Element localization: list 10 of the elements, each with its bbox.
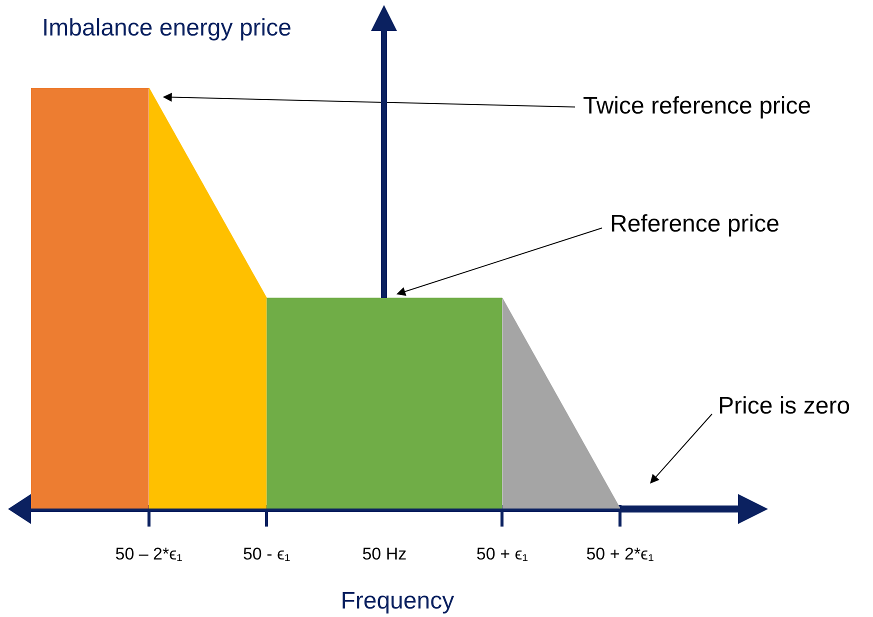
x-tick-label: 50 – 2*ϵ₁: [115, 544, 183, 564]
y-axis-title: Imbalance energy price: [42, 14, 292, 42]
annotation: Twice reference price: [583, 92, 812, 120]
x-tick-label: 50 Hz: [362, 544, 407, 564]
x-tick-label: 50 - ϵ₁: [242, 544, 290, 564]
text: Price is zero: [718, 392, 850, 420]
annotation: Reference price: [610, 210, 780, 238]
x-axis-title: Frequency: [340, 588, 454, 615]
x-tick-label: 50 + 2*ϵ₁: [586, 544, 654, 564]
x-tick-label: 50 + ϵ₁: [476, 544, 528, 564]
